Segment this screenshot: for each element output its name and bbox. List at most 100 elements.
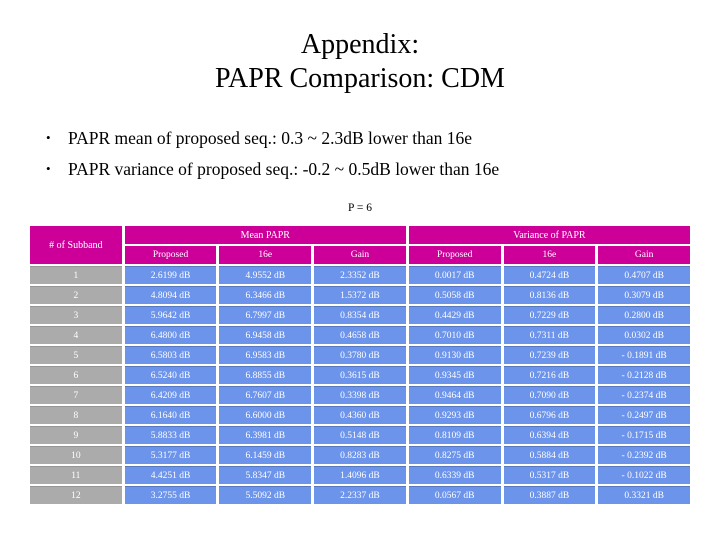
table-cell: 0.3780 dB <box>314 346 406 364</box>
slide-title: Appendix: PAPR Comparison: CDM <box>0 28 720 96</box>
table-row: 12 3.2755 dB 5.5092 dB 2.2337 dB 0.0567 … <box>30 486 690 504</box>
subband-cell: 9 <box>30 426 122 444</box>
table-row: 3 5.9642 dB 6.7997 dB 0.8354 dB 0.4429 d… <box>30 306 690 324</box>
table-cell: - 0.2392 dB <box>598 446 690 464</box>
table-header-row-sub: Proposed 16e Gain Proposed 16e Gain <box>30 246 690 264</box>
table-cell: 0.7229 dB <box>503 306 596 324</box>
subband-cell: 2 <box>30 286 122 304</box>
table-cell: 0.3079 dB <box>598 286 690 304</box>
table-cell: 2.6199 dB <box>124 266 217 284</box>
table-subheader-var-proposed: Proposed <box>408 246 501 264</box>
subband-cell: 11 <box>30 466 122 484</box>
table-cell: 0.3887 dB <box>503 486 596 504</box>
table-cell: 6.5803 dB <box>124 346 217 364</box>
table-cell: 0.7216 dB <box>503 366 596 384</box>
table-cell: 0.7239 dB <box>503 346 596 364</box>
subband-cell: 4 <box>30 326 122 344</box>
table-cell: 0.5884 dB <box>503 446 596 464</box>
bullet-icon: • <box>46 130 51 145</box>
table-row: 4 6.4800 dB 6.9458 dB 0.4658 dB 0.7010 d… <box>30 326 690 344</box>
table-cell: 0.4707 dB <box>598 266 690 284</box>
subband-cell: 8 <box>30 406 122 424</box>
table-cell: 0.4360 dB <box>314 406 406 424</box>
table-row: 9 5.8833 dB 6.3981 dB 0.5148 dB 0.8109 d… <box>30 426 690 444</box>
table-cell: 0.8275 dB <box>408 446 501 464</box>
table-row: 11 4.4251 dB 5.8347 dB 1.4096 dB 0.6339 … <box>30 466 690 484</box>
table-subheader-mean-proposed: Proposed <box>124 246 217 264</box>
table-cell: 4.8094 dB <box>124 286 217 304</box>
table-cell: 0.5058 dB <box>408 286 501 304</box>
table-cell: 6.9583 dB <box>219 346 312 364</box>
table-cell: 6.7997 dB <box>219 306 312 324</box>
table-cell: 6.9458 dB <box>219 326 312 344</box>
table-cell: 2.2337 dB <box>314 486 406 504</box>
table-cell: 6.3466 dB <box>219 286 312 304</box>
table-row: 8 6.1640 dB 6.6000 dB 0.4360 dB 0.9293 d… <box>30 406 690 424</box>
table-cell: 6.8855 dB <box>219 366 312 384</box>
table-cell: 0.9130 dB <box>408 346 501 364</box>
table-cell: 5.5092 dB <box>219 486 312 504</box>
table-cell: 0.8109 dB <box>408 426 501 444</box>
table-header-subband: # of Subband <box>30 226 122 264</box>
table-cell: 0.6394 dB <box>503 426 596 444</box>
subband-cell: 10 <box>30 446 122 464</box>
table-cell: 4.9552 dB <box>219 266 312 284</box>
table-cell: - 0.2128 dB <box>598 366 690 384</box>
table-cell: - 0.2497 dB <box>598 406 690 424</box>
table-cell: 0.8354 dB <box>314 306 406 324</box>
table-subheader-mean-16e: 16e <box>219 246 312 264</box>
table-cell: 0.6339 dB <box>408 466 501 484</box>
table-cell: 4.4251 dB <box>124 466 217 484</box>
table-subheader-var-gain: Gain <box>598 246 690 264</box>
table-cell: 0.9464 dB <box>408 386 501 404</box>
table-cell: 0.4429 dB <box>408 306 501 324</box>
table-cell: - 0.1891 dB <box>598 346 690 364</box>
bullet-item: • PAPR variance of proposed seq.: -0.2 ~… <box>46 159 692 179</box>
table-row: 2 4.8094 dB 6.3466 dB 1.5372 dB 0.5058 d… <box>30 286 690 304</box>
table-header-row-groups: # of Subband Mean PAPR Variance of PAPR <box>30 226 690 264</box>
table-row: 1 2.6199 dB 4.9552 dB 2.3352 dB 0.0017 d… <box>30 266 690 284</box>
table-cell: 6.7607 dB <box>219 386 312 404</box>
table-cell: 0.9293 dB <box>408 406 501 424</box>
bullet-item: • PAPR mean of proposed seq.: 0.3 ~ 2.3d… <box>46 128 692 148</box>
table-cell: 0.4724 dB <box>503 266 596 284</box>
table-cell: - 0.2374 dB <box>598 386 690 404</box>
table-cell: 0.3615 dB <box>314 366 406 384</box>
table-subheader-mean-gain: Gain <box>314 246 406 264</box>
subband-cell: 1 <box>30 266 122 284</box>
table-cell: 0.8283 dB <box>314 446 406 464</box>
slide-title-line1: Appendix: <box>300 29 420 60</box>
subband-cell: 5 <box>30 346 122 364</box>
table-cell: 5.3177 dB <box>124 446 217 464</box>
table-cell: - 0.1715 dB <box>598 426 690 444</box>
table-cell: 6.6000 dB <box>219 406 312 424</box>
table-cell: 0.7010 dB <box>408 326 501 344</box>
table-cell: 3.2755 dB <box>124 486 217 504</box>
table-cell: 0.5148 dB <box>314 426 406 444</box>
table-cell: - 0.1022 dB <box>598 466 690 484</box>
slide-title-line2: PAPR Comparison: CDM <box>215 63 505 94</box>
table-cell: 0.5317 dB <box>503 466 596 484</box>
table-cell: 0.7311 dB <box>503 326 596 344</box>
table-cell: 0.8136 dB <box>503 286 596 304</box>
table-cell: 0.7090 dB <box>503 386 596 404</box>
bullet-icon: • <box>46 161 51 176</box>
table-cell: 5.8833 dB <box>124 426 217 444</box>
bullet-text: PAPR variance of proposed seq.: -0.2 ~ 0… <box>68 159 500 179</box>
bullet-list: • PAPR mean of proposed seq.: 0.3 ~ 2.3d… <box>46 128 692 190</box>
table-caption: P = 6 <box>348 202 372 214</box>
table-cell: 6.4800 dB <box>124 326 217 344</box>
table-cell: 0.3321 dB <box>598 486 690 504</box>
table-row: 7 6.4209 dB 6.7607 dB 0.3398 dB 0.9464 d… <box>30 386 690 404</box>
table-cell: 0.2800 dB <box>598 306 690 324</box>
table-cell: 0.9345 dB <box>408 366 501 384</box>
table-cell: 6.1640 dB <box>124 406 217 424</box>
table-cell: 6.1459 dB <box>219 446 312 464</box>
table-cell: 1.4096 dB <box>314 466 406 484</box>
table-cell: 2.3352 dB <box>314 266 406 284</box>
table-cell: 0.0567 dB <box>408 486 501 504</box>
subband-cell: 3 <box>30 306 122 324</box>
table-cell: 0.3398 dB <box>314 386 406 404</box>
table-cell: 5.8347 dB <box>219 466 312 484</box>
table-cell: 6.4209 dB <box>124 386 217 404</box>
